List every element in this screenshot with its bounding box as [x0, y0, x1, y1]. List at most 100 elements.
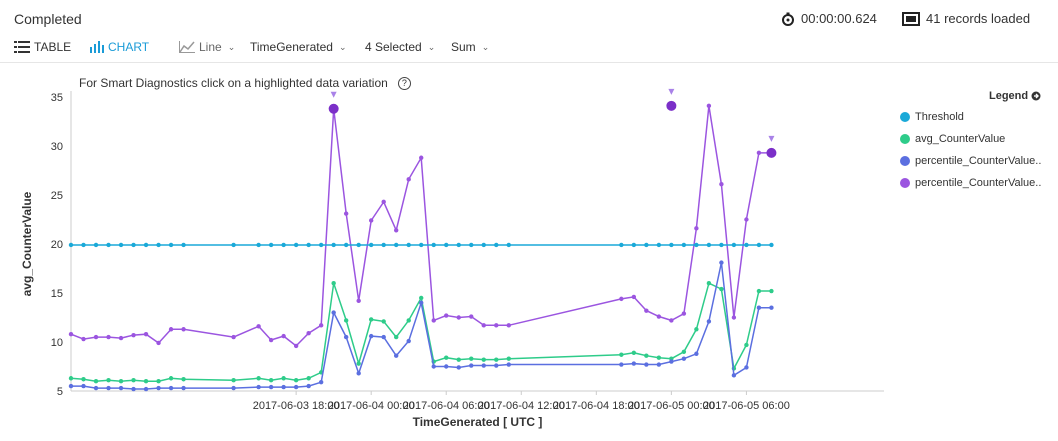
data-point [719, 260, 724, 265]
data-point [368, 218, 374, 223]
data-point [131, 242, 136, 248]
data-point [293, 343, 299, 349]
legend-swatch [900, 156, 910, 166]
data-point [731, 242, 737, 248]
data-point [706, 242, 712, 248]
stopwatch-icon [782, 12, 794, 26]
data-point [744, 217, 749, 222]
legend-item[interactable]: avg_CounterValue [900, 128, 1041, 150]
data-point [231, 378, 236, 383]
chevron-down-icon: ⌄ [427, 41, 436, 52]
data-point [456, 315, 461, 320]
series-dropdown[interactable]: 4 Selected ⌄ [365, 40, 435, 54]
legend-label: percentile_CounterValue.. [915, 177, 1042, 189]
x-tick-label: 2017-06-04 18:00 [553, 400, 640, 412]
x-axis-title: TimeGenerated [ UTC ] [413, 415, 543, 429]
legend-item[interactable]: Threshold [900, 106, 1041, 128]
data-point [381, 242, 386, 248]
data-point [293, 384, 299, 390]
data-point [506, 323, 511, 328]
data-point [343, 211, 349, 216]
data-point [656, 355, 662, 360]
data-point [156, 242, 161, 248]
data-point [306, 376, 311, 381]
data-point [494, 363, 499, 368]
data-point [694, 351, 699, 356]
data-point [106, 385, 111, 391]
data-point [469, 242, 474, 248]
data-point [81, 336, 86, 342]
data-point [156, 385, 161, 391]
data-point [769, 288, 774, 294]
data-point [181, 377, 186, 382]
data-point [281, 384, 286, 390]
data-point [719, 286, 724, 292]
data-point [281, 242, 286, 248]
data-point [756, 150, 762, 156]
data-point [231, 385, 236, 391]
y-tick-label: 35 [51, 92, 63, 104]
data-point [644, 242, 649, 248]
data-point [356, 361, 361, 366]
data-point [669, 359, 674, 364]
data-point [368, 317, 374, 322]
data-point [68, 383, 74, 389]
data-point [706, 103, 712, 109]
data-point [619, 296, 624, 302]
data-point [181, 327, 186, 332]
help-icon[interactable]: ? [397, 76, 411, 90]
data-point [494, 357, 499, 362]
legend-item[interactable]: percentile_CounterValue.. [900, 172, 1041, 194]
chart-toolbar: TABLE CHART Line ⌄ TimeGenerated ⌄ 4 Sel… [0, 36, 1058, 63]
data-point [68, 331, 74, 337]
data-point [694, 226, 699, 231]
data-point [481, 242, 486, 248]
data-point [681, 242, 687, 248]
data-point [431, 242, 436, 248]
data-point [168, 385, 174, 391]
data-point [456, 365, 461, 370]
data-point [694, 242, 699, 248]
y-tick-label: 5 [57, 386, 63, 398]
data-point [106, 334, 111, 340]
table-view-button[interactable]: TABLE [14, 40, 71, 54]
x-tick-label: 2017-06-05 00:00 [628, 400, 715, 412]
anomaly-marker [666, 100, 677, 111]
data-point [656, 242, 662, 248]
data-point [268, 378, 274, 383]
data-point [506, 242, 511, 248]
data-point [756, 242, 762, 248]
legend-label: avg_CounterValue [915, 133, 1006, 145]
data-point [168, 376, 174, 381]
data-point [181, 385, 186, 391]
x-tick-label: 2017-06-04 12:00 [478, 400, 565, 412]
x-axis-dropdown[interactable]: TimeGenerated ⌄ [250, 40, 346, 54]
data-point [394, 353, 399, 358]
legend-item[interactable]: percentile_CounterValue.. [900, 150, 1041, 172]
legend-header[interactable]: Legend [989, 90, 1041, 102]
chart-type-dropdown[interactable]: Line ⌄ [179, 40, 235, 54]
data-point [93, 379, 99, 384]
data-point [681, 349, 687, 354]
legend-title: Legend [989, 90, 1029, 102]
data-point [81, 242, 86, 248]
records-icon [902, 11, 920, 26]
data-point [494, 242, 499, 248]
data-point [256, 384, 261, 390]
data-point [293, 378, 299, 383]
data-point [318, 379, 324, 385]
legend-label: Threshold [915, 111, 964, 123]
data-point [669, 318, 674, 323]
chevron-down-icon: ⌄ [227, 41, 236, 52]
data-point [81, 383, 86, 389]
y-tick-label: 10 [51, 337, 63, 349]
aggregation-dropdown[interactable]: Sum ⌄ [451, 40, 489, 54]
x-axis-label: TimeGenerated [250, 40, 333, 54]
data-point [481, 323, 486, 328]
data-point [368, 242, 374, 248]
data-point [456, 357, 461, 362]
data-point [143, 331, 149, 337]
chart-view-button[interactable]: CHART [90, 40, 149, 54]
data-point [444, 313, 449, 318]
data-point [256, 242, 261, 248]
